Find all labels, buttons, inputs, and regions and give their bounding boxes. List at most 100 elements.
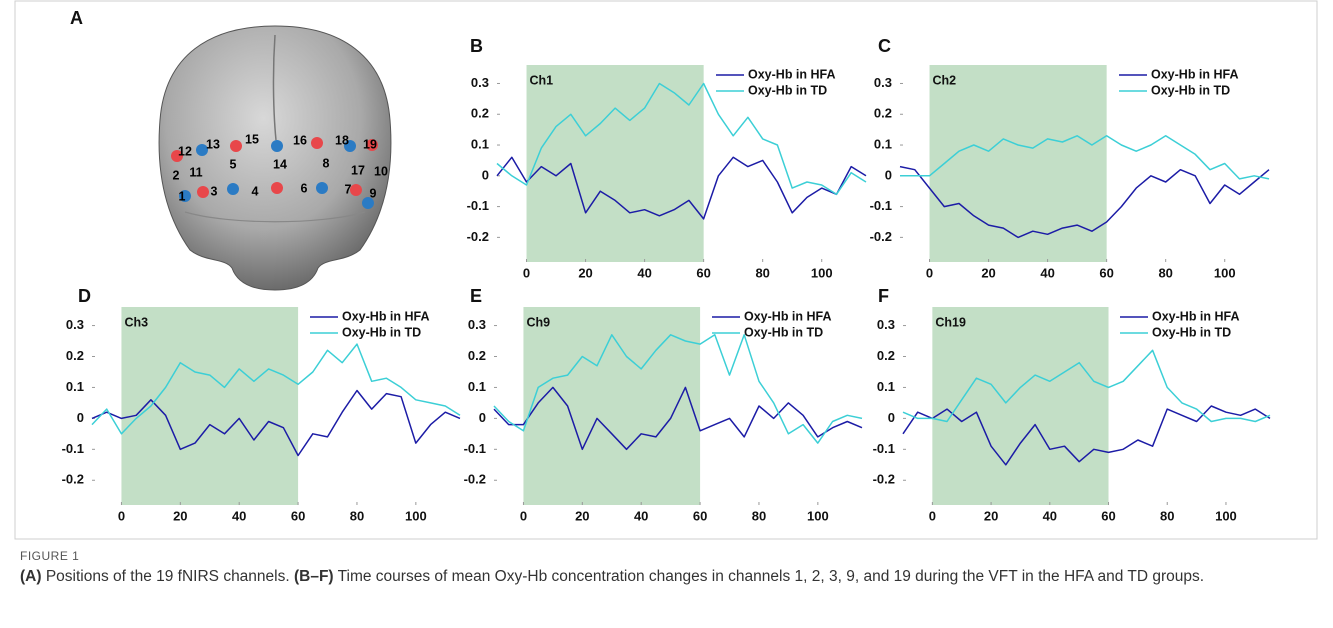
caption-text: (A) — [20, 568, 42, 585]
x-tick-label: 100 — [405, 508, 427, 523]
series-line — [493, 334, 863, 444]
y-tick-label: -0.1 — [870, 198, 892, 213]
y-tick-label: 0.2 — [66, 348, 84, 363]
channel-label: 12 — [178, 144, 192, 158]
x-tick-label: 40 — [637, 265, 651, 280]
x-tick-label: 80 — [752, 508, 766, 523]
dot — [196, 144, 208, 156]
x-tick-label: 100 — [1215, 508, 1237, 523]
legend-label: Oxy-Hb in HFA — [342, 309, 430, 323]
y-tick-label: 0.3 — [877, 317, 895, 332]
channel-label: 16 — [293, 133, 307, 147]
figure-frame — [14, 0, 1318, 540]
channel-annotation: Ch3 — [124, 315, 148, 329]
x-tick-label: 20 — [173, 508, 187, 523]
x-tick-label: 20 — [575, 508, 589, 523]
figure-caption: (A) Positions of the 19 fNIRS channels. … — [20, 566, 1310, 588]
x-tick-label: 80 — [350, 508, 364, 523]
panel-label: D — [78, 286, 91, 306]
x-tick-label: 100 — [807, 508, 829, 523]
y-tick-label: -0.1 — [62, 441, 84, 456]
channel-label: 13 — [206, 137, 220, 151]
channel-label: 8 — [323, 156, 330, 170]
legend-label: Oxy-Hb in HFA — [748, 67, 836, 81]
x-tick-label: 60 — [1101, 508, 1115, 523]
caption-text: Time courses of mean Oxy-Hb concentratio… — [333, 568, 1205, 585]
series-line — [902, 349, 1271, 423]
channel-label: 7 — [345, 182, 352, 196]
y-tick-label: 0 — [482, 167, 489, 182]
panel-label: E — [470, 286, 482, 306]
dot — [171, 150, 183, 162]
dot — [197, 186, 209, 198]
y-tick-label: 0.1 — [468, 379, 486, 394]
x-tick-label: 40 — [1043, 508, 1057, 523]
channel-label: 1 — [179, 189, 186, 203]
brain-fissure — [272, 34, 277, 141]
dot — [362, 197, 374, 209]
shaded-period — [523, 307, 701, 505]
y-tick-label: -0.1 — [464, 441, 486, 456]
channel-label: 15 — [245, 132, 259, 146]
chart: F -0.2 -0.1 0 0.1 0.2 0.3 0 20 40 60 80 100 Oxy-Hb in… — [873, 286, 1271, 523]
y-tick-label: 0.2 — [874, 106, 892, 121]
figure-label: FIGURE 1 — [20, 549, 80, 563]
shaded-period — [526, 65, 704, 262]
panel-label: C — [878, 36, 891, 56]
dot — [366, 139, 378, 151]
channel-label: 9 — [370, 186, 377, 200]
dot — [316, 182, 328, 194]
y-tick-label: -0.2 — [464, 472, 486, 487]
x-tick-label: 40 — [634, 508, 648, 523]
y-tick-label: 0.1 — [471, 136, 489, 151]
chart: E -0.2 -0.1 0 0.1 0.2 0.3 0 20 40 60 80 100 Oxy-Hb in… — [464, 286, 863, 523]
caption-text: Positions of the 19 fNIRS channels. — [41, 568, 294, 585]
channel-label: 17 — [351, 163, 365, 177]
x-tick-label: 60 — [696, 265, 710, 280]
panel-label: F — [878, 286, 889, 306]
x-tick-label: 0 — [929, 508, 936, 523]
y-tick-label: 0.3 — [874, 75, 892, 90]
y-tick-label: 0.1 — [877, 379, 895, 394]
x-tick-label: 0 — [523, 265, 530, 280]
y-tick-label: 0.3 — [468, 317, 486, 332]
dot — [179, 190, 191, 202]
y-tick-label: 0.1 — [874, 136, 892, 151]
legend-label: Oxy-Hb in TD — [342, 325, 421, 339]
chart: B -0.2 -0.1 0 0.1 0.2 0.3 0 20 40 60 80 100 Oxy-Hb in… — [467, 36, 867, 280]
x-tick-label: 0 — [520, 508, 527, 523]
y-tick-label: 0.1 — [66, 379, 84, 394]
channel-dots — [171, 137, 378, 209]
panel-label: A — [70, 8, 83, 28]
legend-label: Oxy-Hb in TD — [744, 325, 823, 339]
x-tick-label: 60 — [693, 508, 707, 523]
channel-label: 19 — [363, 137, 377, 151]
channel-label: 14 — [273, 157, 287, 171]
x-tick-label: 40 — [1040, 265, 1054, 280]
series-line — [900, 135, 1270, 180]
legend-label: Oxy-Hb in HFA — [744, 309, 832, 323]
series-line — [496, 156, 867, 220]
y-tick-label: 0 — [479, 410, 486, 425]
y-tick-label: 0 — [888, 410, 895, 425]
y-tick-label: 0.2 — [468, 348, 486, 363]
channel-label: 11 — [189, 165, 202, 179]
channel-label: 5 — [230, 157, 237, 171]
y-tick-label: -0.1 — [873, 441, 895, 456]
channel-label: 6 — [301, 181, 308, 195]
shaded-period — [932, 307, 1109, 505]
dot — [344, 140, 356, 152]
shaded-period — [121, 307, 299, 505]
x-tick-label: 20 — [578, 265, 592, 280]
dot — [271, 182, 283, 194]
legend-label: Oxy-Hb in HFA — [1151, 67, 1239, 81]
y-tick-label: 0 — [885, 167, 892, 182]
channel-annotation: Ch2 — [933, 73, 957, 87]
x-tick-label: 80 — [755, 265, 769, 280]
series-line — [899, 165, 1270, 239]
brain-shape — [158, 25, 392, 291]
channel-annotation: Ch9 — [526, 315, 550, 329]
channel-label: 18 — [335, 133, 349, 147]
dot — [311, 137, 323, 149]
